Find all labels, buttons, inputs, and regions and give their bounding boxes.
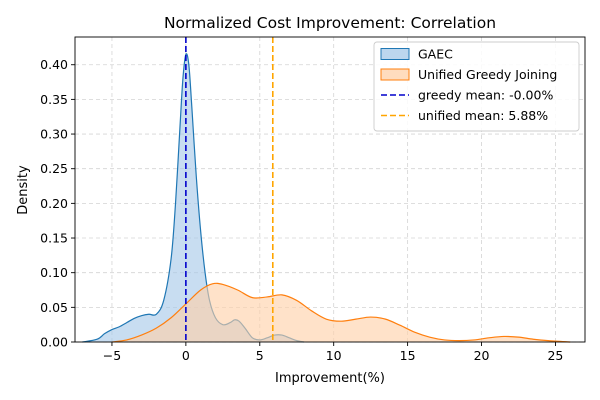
y-tick-label: 0.10 [40,265,68,280]
y-tick-label: 0.05 [40,300,68,315]
density-areas [82,53,571,343]
legend: GAEC Unified Greedy Joining greedy mean: -… [373,41,580,132]
x-tick-label: −5 [103,348,121,363]
y-tick-label: 0.30 [40,127,68,142]
legend-label: unified mean: 5.88% [418,108,548,123]
chart-title: Normalized Cost Improvement: Correlation [164,14,496,32]
x-tick-label: 0 [182,348,190,363]
y-axis-label: Density [16,165,31,215]
legend-swatch [380,68,410,81]
legend-label: greedy mean: -0.00% [418,88,553,103]
plot-frame [74,36,586,343]
gaec-area [82,53,305,343]
legend-box [373,41,580,132]
legend-swatch [380,48,410,60]
y-tick-label: 0.25 [40,161,68,176]
unified-greedy-joining-line [111,282,571,343]
y-tick-label: 0.40 [40,57,68,72]
y-tick-label: 0.35 [40,92,68,107]
y-tick-label: 0.15 [40,231,68,246]
legend-label: Unified Greedy Joining [418,67,557,82]
x-tick-label: 20 [474,348,490,363]
y-tick-label: 0.00 [40,335,68,350]
axis-ticks: −5 0 5 10 15 20 25 0.00 0.05 0.10 0.15 0.20 0.25 0.30… [40,57,563,363]
y-tick-label: 0.20 [40,196,68,211]
x-tick-label: 25 [547,348,563,363]
mean-lines [185,37,274,342]
legend-label: GAEC [418,47,453,62]
x-axis-label: Improvement(%) [275,371,385,386]
unified-greedy-joining-area [111,283,571,342]
x-tick-label: 15 [400,348,416,363]
x-tick-label: 5 [256,348,264,363]
x-tick-label: 10 [326,348,342,363]
